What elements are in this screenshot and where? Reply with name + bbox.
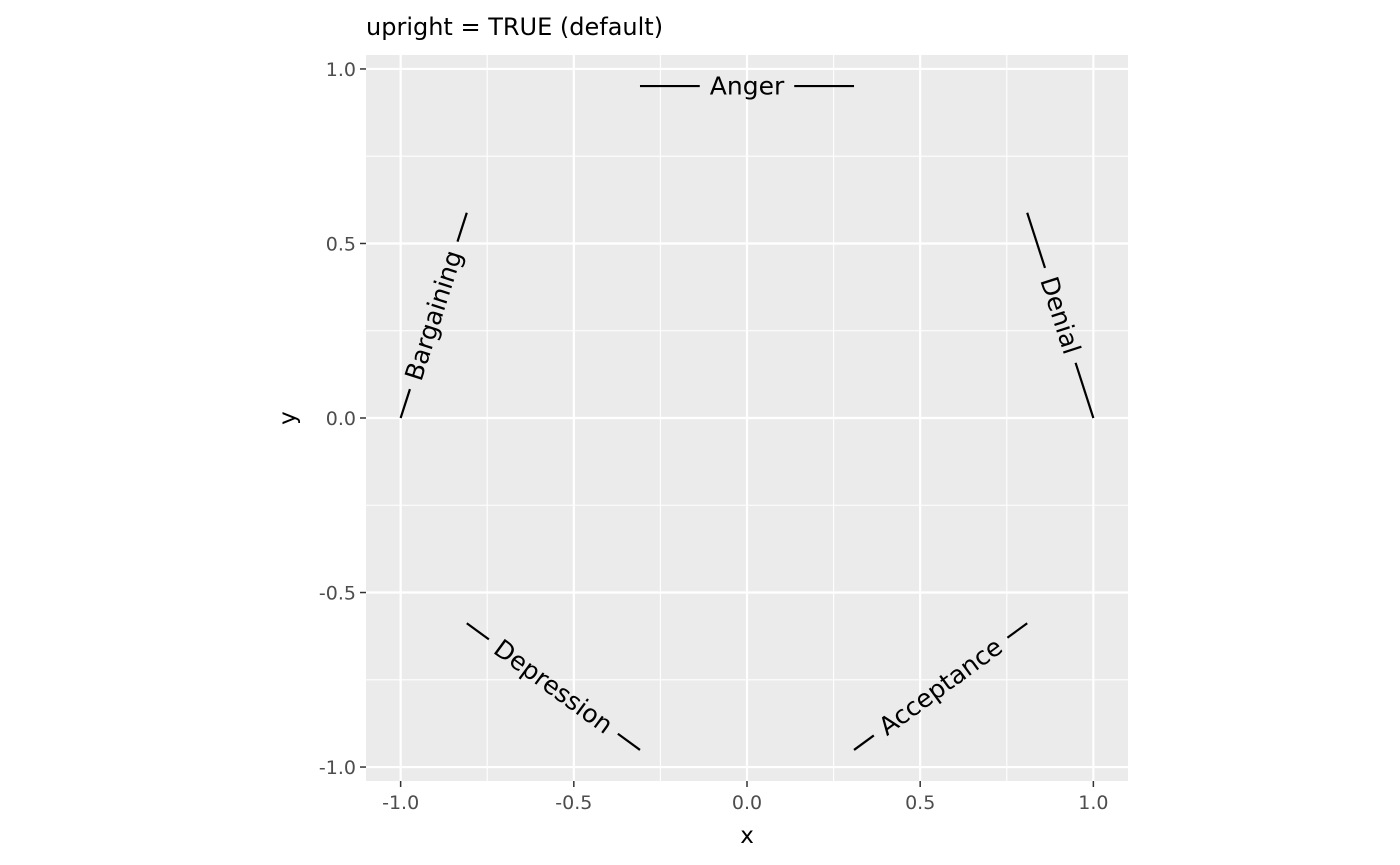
- series-line-segment: [853, 734, 875, 751]
- series-line-segment: [399, 388, 411, 419]
- y-tick-label: 1.0: [326, 59, 356, 81]
- y-tick-label: -1.0: [319, 757, 356, 779]
- x-tick-label: 0.0: [732, 792, 762, 814]
- y-tick-labels: -1.0 -0.5 0.0 0.5 1.0: [319, 59, 356, 779]
- series-anger: Anger: [639, 72, 855, 101]
- y-tick-label: 0.5: [326, 233, 356, 255]
- x-tick-label: 0.5: [905, 792, 935, 814]
- series-line-segment: [1006, 622, 1028, 639]
- chart-title: upright = TRUE (default): [366, 13, 663, 41]
- axis-ticks: [360, 68, 1095, 787]
- series-line-segment: [1026, 212, 1047, 269]
- y-tick-label: -0.5: [319, 583, 356, 605]
- series-line-segment: [466, 622, 490, 641]
- series-label: Anger: [710, 72, 785, 101]
- series-line-segment: [617, 732, 641, 751]
- x-tick-label: -0.5: [555, 792, 592, 814]
- series-line-segment: [456, 212, 468, 242]
- y-tick-label: 0.0: [326, 408, 356, 430]
- x-tick-label: -1.0: [382, 792, 419, 814]
- y-axis-title: y: [275, 411, 301, 425]
- series-line-segment: [1074, 362, 1095, 419]
- x-tick-label: 1.0: [1078, 792, 1108, 814]
- major-gridlines: [366, 55, 1128, 781]
- x-axis-title: x: [740, 823, 754, 849]
- x-tick-labels: -1.0 -0.5 0.0 0.5 1.0: [382, 792, 1108, 814]
